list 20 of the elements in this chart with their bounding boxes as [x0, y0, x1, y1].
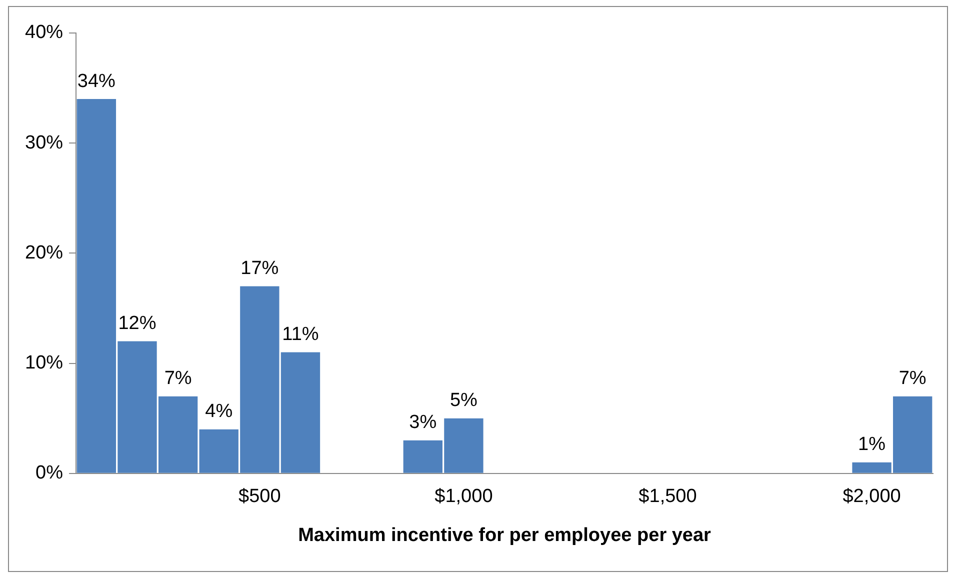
data-label: 34% — [77, 70, 116, 92]
y-tick-label: 40% — [24, 22, 64, 44]
x-axis-title: Maximum incentive for per employee per year — [298, 524, 712, 546]
x-tick-label: $2,000 — [842, 486, 901, 508]
data-label: 7% — [898, 368, 926, 390]
y-tick-label: 20% — [24, 242, 64, 264]
x-tick-label: $1,000 — [434, 486, 493, 508]
data-label: 4% — [205, 401, 233, 422]
data-label: 1% — [858, 434, 886, 456]
y-tick-label: 30% — [24, 132, 64, 154]
data-label: 3% — [409, 412, 437, 434]
data-label: 7% — [164, 368, 192, 390]
y-tick-label: 0% — [36, 462, 64, 484]
y-tick-label: 10% — [24, 352, 64, 374]
data-label: 17% — [240, 258, 279, 279]
x-tick-label: $500 — [238, 486, 281, 508]
data-label: 12% — [118, 313, 156, 334]
data-label: 11% — [282, 324, 319, 346]
data-label: 5% — [450, 390, 478, 412]
x-tick-label: $1,500 — [638, 486, 697, 508]
